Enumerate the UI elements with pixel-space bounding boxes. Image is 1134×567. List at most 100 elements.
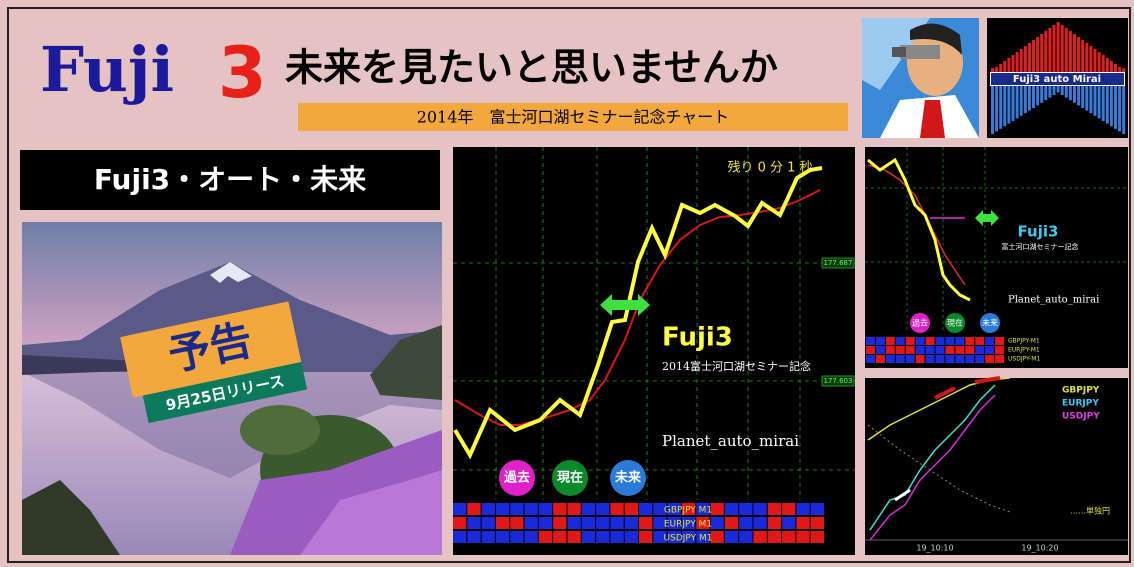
decor bbox=[1003, 86, 1006, 126]
decor bbox=[886, 346, 895, 354]
decor bbox=[467, 503, 480, 515]
button[interactable]: 過去 bbox=[503, 470, 530, 486]
timer: 残り 0 分 1 秒 bbox=[727, 161, 812, 176]
decor bbox=[510, 531, 523, 543]
decor bbox=[965, 337, 974, 345]
decor bbox=[995, 86, 998, 131]
decor bbox=[896, 337, 905, 345]
decor bbox=[782, 531, 795, 543]
decor bbox=[510, 503, 523, 515]
decor bbox=[999, 86, 1002, 129]
decor bbox=[1094, 49, 1097, 72]
decor bbox=[886, 355, 895, 363]
decor bbox=[916, 346, 925, 354]
decor bbox=[753, 517, 766, 529]
decor bbox=[995, 346, 1004, 354]
decor bbox=[725, 503, 738, 515]
decor bbox=[985, 355, 994, 363]
decor bbox=[496, 517, 509, 529]
row-label: USDJPY M1 bbox=[664, 534, 713, 544]
button[interactable]: 現在 bbox=[947, 318, 963, 328]
decor bbox=[896, 346, 905, 354]
decor bbox=[1081, 40, 1084, 72]
decor bbox=[467, 531, 480, 543]
decor bbox=[965, 355, 974, 363]
cartoon-image bbox=[862, 18, 979, 138]
decor bbox=[1102, 86, 1105, 121]
decor bbox=[866, 355, 875, 363]
brand-number: 3 bbox=[218, 32, 267, 114]
decor bbox=[955, 355, 964, 363]
banner: Fuji 3 未来を見たいと思いませんか 2014年 富士河口湖セミナー記念チャ… bbox=[0, 0, 1134, 567]
decor bbox=[582, 517, 595, 529]
decor bbox=[625, 503, 638, 515]
decor bbox=[553, 503, 566, 515]
row-label: EURJPY-M1 bbox=[1008, 347, 1040, 354]
button[interactable]: 現在 bbox=[557, 470, 583, 486]
decor bbox=[711, 531, 724, 543]
decor bbox=[1073, 86, 1076, 103]
decor bbox=[1012, 55, 1015, 72]
decor bbox=[539, 517, 552, 529]
decor bbox=[1016, 86, 1019, 118]
decor bbox=[1077, 86, 1080, 105]
decor bbox=[926, 355, 935, 363]
chart-name: Planet_auto_mirai bbox=[662, 432, 799, 450]
decor bbox=[936, 337, 945, 345]
decor bbox=[525, 503, 538, 515]
decor bbox=[725, 517, 738, 529]
side-chart-bottom: GBPJPY EURJPY USDJPY ……単独円 19_10:10 19_1… bbox=[865, 378, 1128, 555]
decor bbox=[1016, 52, 1019, 72]
decor bbox=[955, 346, 964, 354]
button[interactable]: 過去 bbox=[912, 318, 928, 328]
row-label: USDJPY-M1 bbox=[1008, 356, 1040, 363]
decor bbox=[1102, 55, 1105, 72]
decor bbox=[995, 67, 998, 72]
decor bbox=[1020, 86, 1023, 116]
decor bbox=[926, 346, 935, 354]
decor bbox=[510, 517, 523, 529]
decor bbox=[1036, 86, 1039, 105]
decor bbox=[896, 355, 905, 363]
decor bbox=[625, 517, 638, 529]
button[interactable]: 未来 bbox=[982, 318, 998, 328]
decor bbox=[1065, 28, 1068, 72]
decor bbox=[1057, 22, 1060, 72]
decor bbox=[1061, 86, 1064, 95]
decor bbox=[796, 517, 809, 529]
decor bbox=[975, 355, 984, 363]
thumbnail: Fuji3 auto Mirai bbox=[987, 18, 1128, 138]
decor bbox=[1122, 68, 1125, 72]
price-label: 177.603 bbox=[824, 377, 853, 385]
decor bbox=[639, 517, 652, 529]
thumbnail-label: Fuji3 auto Mirai bbox=[1013, 74, 1101, 85]
brand: Fuji bbox=[40, 33, 174, 106]
decor bbox=[596, 503, 609, 515]
decor bbox=[1089, 86, 1092, 113]
chart-caption: 2014富士河口湖セミナー記念 bbox=[662, 359, 811, 373]
decor bbox=[906, 355, 915, 363]
decor bbox=[453, 503, 466, 515]
decor bbox=[1032, 40, 1035, 72]
x-label: 19_10:20 bbox=[1021, 544, 1058, 553]
decor bbox=[811, 531, 824, 543]
decor bbox=[1073, 34, 1076, 72]
decor bbox=[1077, 37, 1080, 72]
side-chart-top: Fuji3 富士河口湖セミナー記念 Planet_auto_mirai 過去 現… bbox=[865, 147, 1128, 368]
decor bbox=[1106, 58, 1109, 72]
decor bbox=[1053, 25, 1056, 72]
decor bbox=[906, 346, 915, 354]
row-label: EURJPY M1 bbox=[664, 520, 712, 530]
decor bbox=[936, 355, 945, 363]
decor bbox=[999, 64, 1002, 72]
decor bbox=[1114, 64, 1117, 72]
decor bbox=[1094, 86, 1097, 116]
decor bbox=[539, 503, 552, 515]
left-title: Fuji3・オート・未来 bbox=[94, 163, 366, 196]
decor bbox=[796, 503, 809, 515]
decor bbox=[753, 531, 766, 543]
decor bbox=[906, 337, 915, 345]
decor bbox=[639, 503, 652, 515]
button[interactable]: 未来 bbox=[614, 470, 642, 486]
decor bbox=[955, 337, 964, 345]
